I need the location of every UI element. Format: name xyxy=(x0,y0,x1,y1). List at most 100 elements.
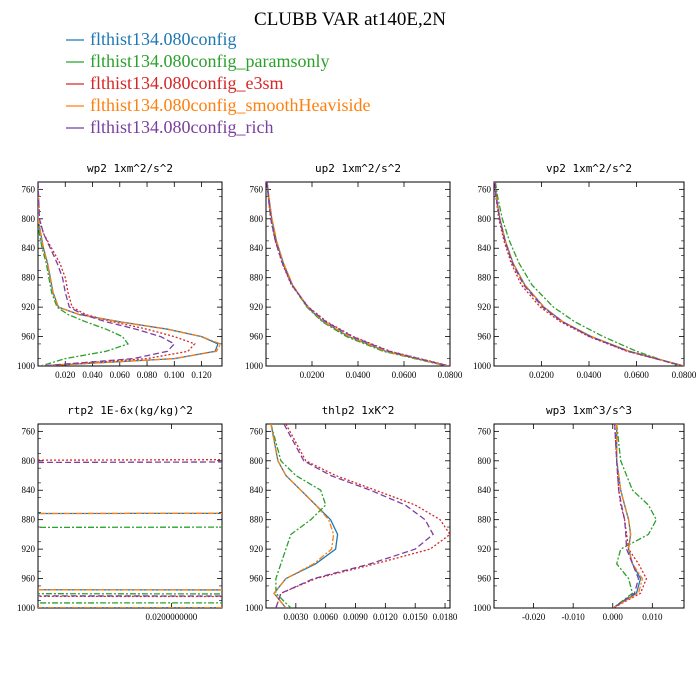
y-tick-label: 880 xyxy=(478,273,492,283)
y-tick-label: 800 xyxy=(478,214,492,224)
panel-title: wp3 1xm^3/s^3 xyxy=(546,404,632,417)
series-line-4 xyxy=(270,424,335,608)
y-tick-label: 1000 xyxy=(245,361,264,371)
legend-label: flthist134.080config_smoothHeaviside xyxy=(90,95,370,115)
y-tick-label: 800 xyxy=(22,214,36,224)
y-tick-label: 840 xyxy=(478,243,492,253)
x-tick-label: 0.0180 xyxy=(433,612,458,622)
y-tick-label: 960 xyxy=(22,574,36,584)
y-tick-label: 760 xyxy=(250,184,264,194)
x-tick-label: 0.0200000000 xyxy=(146,612,198,622)
series-line-2 xyxy=(38,182,130,366)
series-line-2 xyxy=(38,526,222,604)
legend-label: flthist134.080config_paramsonly xyxy=(90,51,329,71)
x-tick-label: -0.010 xyxy=(562,612,586,622)
y-tick-label: 760 xyxy=(478,426,492,436)
y-tick-label: 880 xyxy=(250,273,264,283)
y-tick-label: 800 xyxy=(478,456,492,466)
legend: flthist134.080configflthist134.080config… xyxy=(66,29,370,137)
y-tick-label: 840 xyxy=(22,243,36,253)
y-tick-label: 920 xyxy=(478,544,492,554)
series-group xyxy=(38,459,222,608)
series-group xyxy=(270,424,450,608)
series-line-5 xyxy=(38,182,176,366)
series-line-2 xyxy=(494,182,680,366)
x-tick-label: 0.040 xyxy=(82,370,103,380)
panel-4: rtp2 1E-6x(kg/kg)^2 760 800 840 880 920 960 100… xyxy=(17,404,223,622)
series-line-3 xyxy=(38,459,222,598)
panels: wp2 1xm^2/s^2 760 800 840 880 920 960 1000 0.020… xyxy=(17,162,697,622)
y-tick-label: 800 xyxy=(250,214,264,224)
x-tick-label: 0.0200 xyxy=(529,370,554,380)
series-line-4 xyxy=(266,182,448,366)
x-tick-label: 0.0120 xyxy=(373,612,398,622)
y-tick-label: 1000 xyxy=(245,603,264,613)
series-line-4 xyxy=(38,512,222,608)
y-tick-label: 920 xyxy=(478,302,492,312)
x-tick-label: 0.0060 xyxy=(313,612,338,622)
x-tick-label: 0.020 xyxy=(55,370,76,380)
panel-title: wp2 1xm^2/s^2 xyxy=(87,162,173,175)
x-tick-label: 0.0090 xyxy=(343,612,368,622)
x-tick-label: 0.0030 xyxy=(283,612,308,622)
series-line-5 xyxy=(494,182,683,366)
plot-frame xyxy=(37,181,223,367)
series-line-5 xyxy=(266,182,450,366)
series-group xyxy=(494,182,684,366)
series-line-1 xyxy=(38,512,222,608)
series-group xyxy=(266,182,450,366)
y-tick-label: 920 xyxy=(22,302,36,312)
y-tick-label: 840 xyxy=(250,485,264,495)
x-tick-label: 0.080 xyxy=(137,370,158,380)
x-tick-label: -0.020 xyxy=(522,612,546,622)
x-tick-label: 0.120 xyxy=(191,370,212,380)
y-tick-label: 760 xyxy=(22,426,36,436)
panel-5: thlp2 1xK^2 760 800 840 880 920 960 1000 0.0030 0… xyxy=(245,404,458,622)
x-tick-label: 0.0800 xyxy=(672,370,697,380)
panel-3: vp2 1xm^2/s^2 760 800 840 880 920 960 1000 0.020… xyxy=(473,162,697,380)
plot-frame xyxy=(265,423,451,609)
series-line-1 xyxy=(494,182,684,366)
y-tick-label: 920 xyxy=(250,544,264,554)
panel-title: thlp2 1xK^2 xyxy=(322,404,395,417)
legend-label: flthist134.080config xyxy=(90,29,237,49)
plot-frame xyxy=(493,181,685,367)
panel-6: wp3 1xm^3/s^3 760 800 840 880 920 960 1000 -0.02… xyxy=(473,404,685,622)
x-tick-label: 0.0400 xyxy=(577,370,602,380)
series-group xyxy=(612,424,658,608)
y-tick-label: 800 xyxy=(250,456,264,466)
series-line-4 xyxy=(612,424,644,608)
x-tick-label: 0.0200 xyxy=(300,370,325,380)
x-tick-label: 0.010 xyxy=(642,612,663,622)
x-tick-label: 0.0400 xyxy=(346,370,371,380)
series-line-5 xyxy=(612,424,640,608)
plot-frame xyxy=(37,423,223,609)
x-tick-label: 0.000 xyxy=(603,612,624,622)
y-tick-label: 960 xyxy=(250,574,264,584)
figure-title: CLUBB VAR at140E,2N xyxy=(254,9,446,30)
y-tick-label: 1000 xyxy=(473,361,492,371)
panel-1: wp2 1xm^2/s^2 760 800 840 880 920 960 1000 0.020… xyxy=(17,162,223,380)
y-tick-label: 760 xyxy=(478,184,492,194)
legend-label: flthist134.080config_rich xyxy=(90,117,273,137)
series-line-4 xyxy=(38,182,222,366)
series-line-2 xyxy=(270,424,327,608)
y-tick-label: 1000 xyxy=(17,361,36,371)
y-tick-label: 840 xyxy=(250,243,264,253)
panel-title: vp2 1xm^2/s^2 xyxy=(546,162,632,175)
y-tick-label: 880 xyxy=(22,273,36,283)
panel-title: up2 1xm^2/s^2 xyxy=(315,162,401,175)
x-tick-label: 0.100 xyxy=(164,370,185,380)
panel-2: up2 1xm^2/s^2 760 800 840 880 920 960 1000 0.020… xyxy=(245,162,463,380)
series-line-1 xyxy=(38,182,219,366)
y-tick-label: 880 xyxy=(250,515,264,525)
y-tick-label: 960 xyxy=(478,332,492,342)
y-tick-label: 880 xyxy=(22,515,36,525)
x-tick-label: 0.060 xyxy=(110,370,131,380)
x-tick-label: 0.0600 xyxy=(392,370,417,380)
series-group xyxy=(38,182,222,366)
series-line-3 xyxy=(275,424,450,608)
y-tick-label: 1000 xyxy=(17,603,36,613)
series-line-3 xyxy=(494,182,684,366)
x-tick-label: 0.0600 xyxy=(624,370,649,380)
